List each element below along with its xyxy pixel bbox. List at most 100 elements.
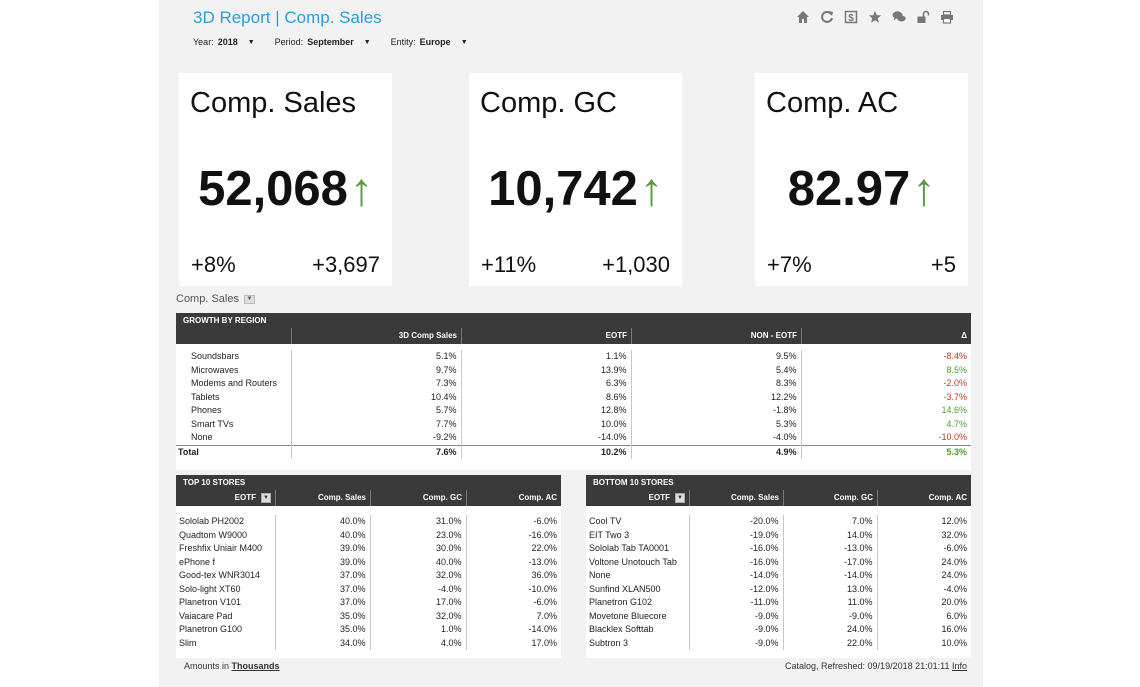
- table-cell: -11.0%: [688, 596, 783, 610]
- table-cell: ePhone f: [179, 556, 216, 567]
- refresh-note: Catalog, Refreshed: 09/19/2018 21:01:11 …: [785, 661, 967, 671]
- table-cell: 13.9%: [460, 363, 631, 377]
- table-row[interactable]: None -14.0% -14.0% 24.0%: [586, 569, 971, 583]
- table-row[interactable]: Planetron G102 -11.0% 11.0% 20.0%: [586, 596, 971, 610]
- table-cell: -6.0%: [465, 515, 561, 529]
- table-cell: -14.0%: [460, 431, 631, 445]
- table-cell: 9.5%: [630, 350, 801, 364]
- table-cell: Sololab PH2002: [179, 516, 245, 526]
- column-header[interactable]: Comp. GC: [783, 490, 877, 506]
- info-link[interactable]: Info: [951, 661, 967, 671]
- table-cell: Voltone Unotouch Tab: [589, 556, 677, 567]
- panel-title: TOP 10 STORES: [176, 475, 561, 490]
- column-header[interactable]: EOTF ▼: [586, 490, 689, 506]
- table-cell: 37.0%: [274, 582, 370, 596]
- column-header[interactable]: Δ: [801, 328, 971, 344]
- table-row[interactable]: Quadtom W9000 40.0% 23.0% -16.0%: [176, 528, 561, 542]
- column-header[interactable]: Comp. AC: [466, 490, 561, 506]
- kpi-percent-change: +11%: [481, 252, 537, 277]
- table-cell: Smart TVs: [191, 418, 234, 429]
- table-cell: 22.0%: [782, 636, 877, 650]
- print-icon[interactable]: [938, 9, 955, 25]
- table-cell: 35.0%: [274, 623, 370, 637]
- table-row[interactable]: Planetron V101 37.0% 17.0% -6.0%: [176, 596, 561, 610]
- table-cell: -6.0%: [876, 542, 971, 556]
- table-cell: -9.0%: [688, 636, 783, 650]
- filter-icon[interactable]: ▼: [675, 492, 685, 503]
- table-cell: 8.3%: [630, 377, 801, 391]
- table-cell: Vaiacare Pad: [179, 610, 233, 621]
- table-cell: Planetron V101: [179, 597, 242, 607]
- table-row[interactable]: Good-tex WNR3014 37.0% 32.0% 36.0%: [176, 569, 561, 583]
- table-cell: -4.0%: [876, 582, 971, 596]
- table-row[interactable]: Vaiacare Pad 35.0% 32.0% 7.0%: [176, 609, 561, 623]
- table-cell: -13.0%: [465, 555, 561, 569]
- table-cell: 12.8%: [460, 404, 631, 418]
- table-cell: -16.0%: [688, 555, 783, 569]
- period-filter[interactable]: Period: September ▼: [274, 37, 371, 47]
- table-row[interactable]: Solo-light XT60 37.0% -4.0% -10.0%: [176, 582, 561, 596]
- bottom-10-stores-table: BOTTOM 10 STORES EOTF ▼ Comp. Sales Comp.…: [586, 475, 971, 658]
- kpi-value: 82.97↑: [787, 162, 936, 216]
- table-row[interactable]: Planetron G100 35.0% 1.0% -14.0%: [176, 623, 561, 637]
- table-row[interactable]: Voltone Unotouch Tab -16.0% -17.0% 24.0%: [586, 555, 971, 569]
- table-row[interactable]: Freshfix Uniair M400 39.0% 30.0% 22.0%: [176, 542, 561, 556]
- table-row[interactable]: Sunfind XLAN500 -12.0% 13.0% -4.0%: [586, 582, 971, 596]
- table-header: EOTF ▼ Comp. Sales Comp. GC Comp. AC: [176, 490, 561, 506]
- table-cell: -9.2%: [290, 431, 461, 445]
- entity-filter[interactable]: Entity: Europe ▼: [390, 37, 468, 47]
- table-cell: 36.0%: [465, 569, 561, 583]
- table-row[interactable]: Subtron 3 -9.0% 22.0% 10.0%: [586, 636, 971, 650]
- column-header[interactable]: NON - EOTF: [631, 328, 801, 344]
- dropdown-icon[interactable]: ▼: [243, 294, 255, 304]
- column-header[interactable]: EOTF: [461, 328, 631, 344]
- unlock-icon[interactable]: [914, 9, 931, 25]
- table-cell: Planetron G100: [179, 624, 243, 634]
- star-icon[interactable]: [866, 9, 883, 25]
- table-cell: 5.3%: [800, 444, 971, 459]
- column-header[interactable]: Comp. GC: [370, 490, 466, 506]
- table-cell: Subtron 3: [589, 637, 629, 648]
- table-cell: None: [589, 570, 611, 580]
- table-cell: -4.0%: [630, 431, 801, 445]
- table-row[interactable]: ePhone f 39.0% 40.0% -13.0%: [176, 555, 561, 569]
- growth-by-region-table: GROWTH BY REGION 3D Comp Sales EOTF NON …: [176, 313, 971, 470]
- table-row[interactable]: Blacklex Softtab -9.0% 24.0% 16.0%: [586, 623, 971, 637]
- table-cell: Total: [176, 444, 291, 459]
- table-row[interactable]: Slim 34.0% 4.0% 17.0%: [176, 636, 561, 650]
- dollar-icon[interactable]: $: [842, 9, 859, 25]
- refresh-icon[interactable]: [818, 9, 835, 25]
- table-row[interactable]: Sololab PH2002 40.0% 31.0% -6.0%: [176, 515, 561, 529]
- comment-icon[interactable]: [890, 9, 907, 25]
- kpi-percent-change: +7%: [767, 252, 812, 277]
- table-cell: 22.0%: [465, 542, 561, 556]
- table-cell: 5.7%: [290, 404, 461, 418]
- table-cell: -17.0%: [782, 555, 877, 569]
- column-header[interactable]: 3D Comp Sales: [291, 328, 461, 344]
- svg-text:$: $: [848, 13, 854, 24]
- column-header[interactable]: Comp. Sales: [275, 490, 370, 506]
- table-cell: -12.0%: [688, 582, 783, 596]
- kpi-absolute-change: +3,697: [312, 252, 380, 277]
- table-row[interactable]: Cool TV -20.0% 7.0% 12.0%: [586, 515, 971, 529]
- column-header[interactable]: EOTF ▼: [176, 490, 275, 506]
- filter-icon[interactable]: ▼: [261, 492, 271, 503]
- table-cell: 11.0%: [782, 596, 877, 610]
- table-row[interactable]: EIT Two 3 -19.0% 14.0% 32.0%: [586, 528, 971, 542]
- table-cell: 40.0%: [274, 528, 370, 542]
- table-cell: 13.0%: [782, 582, 877, 596]
- home-icon[interactable]: [794, 9, 811, 25]
- table-row[interactable]: Sololab Tab TA0001 -16.0% -13.0% -6.0%: [586, 542, 971, 556]
- column-header[interactable]: Comp. AC: [877, 490, 971, 506]
- table-row[interactable]: Movetone Bluecore -9.0% -9.0% 6.0%: [586, 609, 971, 623]
- table-cell: 1.1%: [460, 350, 631, 364]
- table-cell: Tablets: [191, 391, 220, 402]
- table-cell: -8.4%: [800, 350, 971, 364]
- thousands-link[interactable]: Thousands: [231, 661, 280, 671]
- column-header[interactable]: Comp. Sales: [689, 490, 783, 506]
- table-cell: Quadtom W9000: [179, 529, 248, 540]
- table-cell: 23.0%: [369, 528, 466, 542]
- year-filter[interactable]: Year: 2018 ▼: [193, 37, 255, 47]
- table-cell: 7.0%: [782, 515, 877, 529]
- table-cell: Sololab Tab TA0001: [589, 543, 670, 553]
